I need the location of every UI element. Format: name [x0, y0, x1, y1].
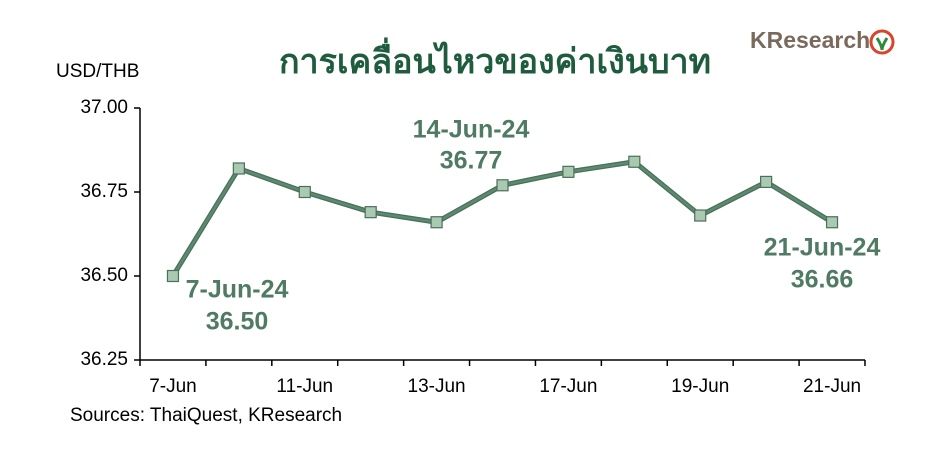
y-tick-label: 36.50: [80, 265, 128, 286]
annotation: 36.50: [206, 308, 269, 336]
annotation: 36.77: [440, 147, 503, 175]
annotation: 7-Jun-24: [186, 276, 289, 304]
point: [232, 162, 245, 175]
y-tick-label: 36.25: [80, 349, 128, 370]
point: [364, 206, 377, 219]
annotation: 14-Jun-24: [413, 116, 530, 144]
source: Sources: ThaiQuest, KResearch: [70, 405, 342, 426]
point: [694, 209, 707, 222]
logo-leaf: [875, 37, 889, 51]
y-tick-label: 37.00: [80, 97, 128, 118]
point: [496, 179, 509, 192]
logo-icon: [869, 29, 895, 55]
point: [562, 165, 575, 178]
x-tick-label: 21-Jun: [803, 376, 861, 397]
x-tick-label: 17-Jun: [539, 376, 597, 397]
y-tick-label: 36.75: [80, 181, 128, 202]
x-tick-label: 13-Jun: [408, 376, 466, 397]
annotation: 36.66: [791, 266, 854, 294]
point: [760, 175, 773, 189]
line-shadow: [170, 159, 834, 278]
x-tick-label: 7-Jun: [149, 376, 197, 397]
x-tick-label: 11-Jun: [276, 376, 333, 397]
x-tick-label: 19-Jun: [671, 376, 729, 397]
chart-title: การเคลื่อนไหวของค่าเงินบาท: [279, 37, 711, 81]
y-axis-label: USD/THB: [56, 61, 139, 82]
point: [628, 155, 641, 168]
annotation: 21-Jun-24: [764, 234, 881, 262]
logo: KResearch: [750, 27, 870, 53]
point: [430, 216, 443, 229]
point: [825, 216, 839, 229]
point: [298, 185, 311, 199]
point: [166, 269, 180, 283]
